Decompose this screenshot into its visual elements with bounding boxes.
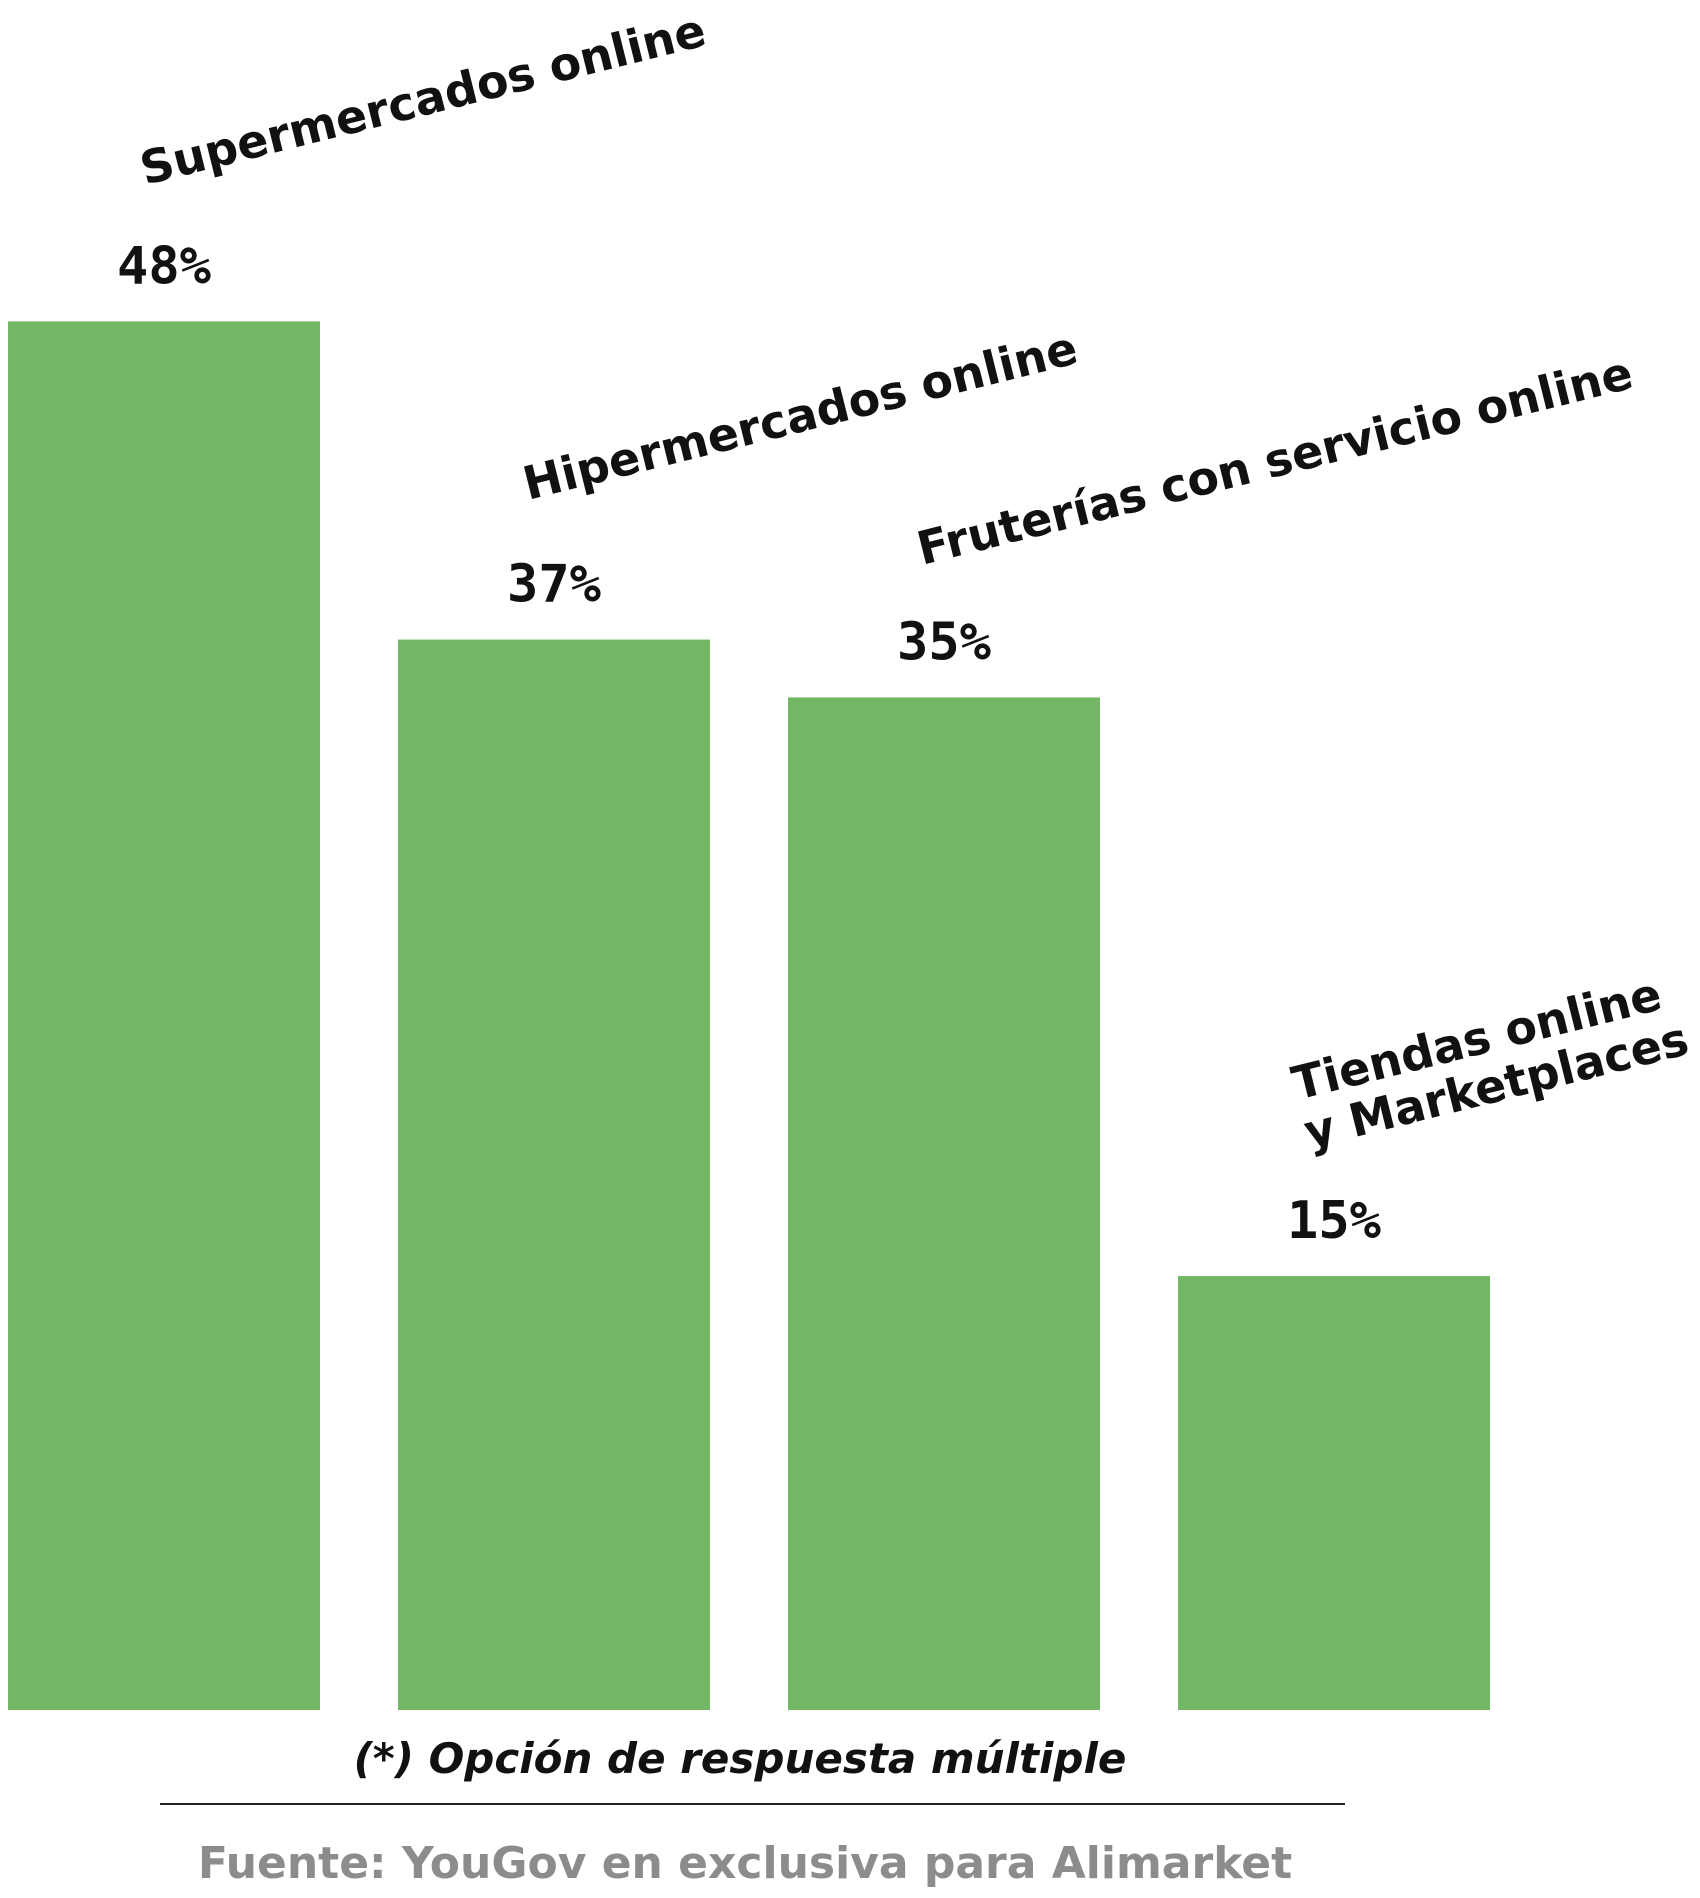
bar-2	[398, 639, 710, 1710]
category-label-2-line-1: Hipermercados online	[518, 321, 1083, 511]
bar-4	[1178, 1276, 1490, 1710]
value-label-1: 48%	[117, 236, 211, 296]
category-label-1-line-1: Supermercados online	[135, 3, 711, 196]
bars-group	[8, 321, 1490, 1710]
footnote: (*) Opción de respuesta múltiple	[354, 1734, 1127, 1783]
category-label-4: Tiendas onliney Marketplaces	[1287, 963, 1694, 1159]
category-label-2: Hipermercados online	[518, 321, 1083, 511]
value-label-4: 15%	[1287, 1191, 1381, 1251]
category-label-1: Supermercados online	[135, 3, 711, 196]
value-label-3: 35%	[897, 612, 991, 672]
bar-1	[8, 321, 320, 1710]
bar-3	[788, 697, 1100, 1710]
value-label-2: 37%	[507, 555, 601, 615]
source-credit: Fuente: YouGov en exclusiva para Alimark…	[198, 1838, 1292, 1889]
value-labels-group: 48% 37% 35% 15%	[117, 236, 1381, 1251]
